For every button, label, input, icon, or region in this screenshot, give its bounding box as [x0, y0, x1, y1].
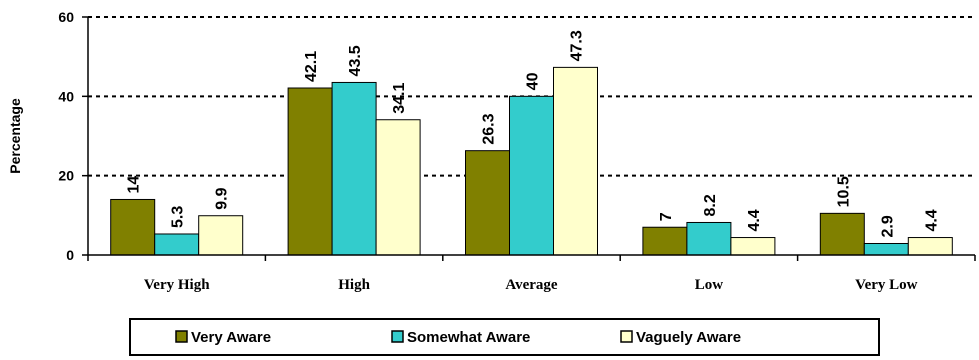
legend-label-very-aware: Very Aware [191, 329, 271, 346]
category-label-very-high: Very High [144, 277, 210, 293]
category-label-very-low: Very Low [855, 277, 918, 293]
bar-somewhat-aware-very-high [154, 233, 200, 256]
bar-somewhat-aware-high [331, 81, 377, 256]
data-label-very-aware-low: 7 [658, 212, 675, 221]
data-label-very-aware-high: 42.1 [303, 51, 320, 82]
bar-very-aware-high [287, 87, 333, 256]
bar-very-aware-average [465, 150, 510, 256]
bar-vaguely-aware-low [730, 237, 776, 256]
data-label-vaguely-aware-low: 4.4 [746, 209, 763, 231]
data-label-somewhat-aware-high: 43.5 [347, 45, 364, 76]
y-axis-ticks: 0 20 40 60 [58, 9, 88, 263]
category-labels: Very High High Average Low Very Low [144, 277, 918, 293]
data-label-very-aware-very-high: 14 [126, 176, 143, 194]
data-label-vaguely-aware-very-high: 9.9 [214, 187, 231, 209]
data-labels: 14 5.3 9.9 42.1 43.5 34.1 26.3 40 47.3 7 8.2 4.4 10.… [126, 30, 941, 237]
y-axis-title: Percentage [7, 98, 23, 174]
y-tick-label: 20 [58, 168, 74, 184]
legend-label-somewhat-aware: Somewhat Aware [407, 329, 530, 346]
data-label-somewhat-aware-average: 40 [525, 72, 542, 90]
category-label-average: Average [505, 277, 558, 293]
data-label-somewhat-aware-very-high: 5.3 [170, 206, 187, 228]
data-label-very-aware-average: 26.3 [481, 113, 498, 144]
data-label-vaguely-aware-high: 34.1 [391, 82, 408, 113]
y-tick-label: 40 [58, 88, 74, 104]
data-label-somewhat-aware-low: 8.2 [702, 194, 719, 216]
bar-vaguely-aware-average [553, 66, 598, 256]
legend-box [129, 318, 880, 356]
legend-swatch-somewhat-aware [391, 330, 404, 343]
data-label-very-aware-very-low: 10.5 [835, 176, 852, 207]
legend: Very Aware Somewhat Aware Vaguely Aware [129, 318, 880, 356]
y-tick-label: 0 [66, 247, 74, 263]
bar-somewhat-aware-low [686, 221, 732, 256]
bar-very-aware-low [642, 226, 688, 256]
data-label-vaguely-aware-very-low: 4.4 [923, 209, 940, 231]
bar-vaguely-aware-very-low [907, 237, 953, 256]
bar-somewhat-aware-very-low [863, 242, 909, 256]
bar-very-aware-very-low [819, 212, 865, 256]
y-tick-label: 60 [58, 9, 74, 25]
bar-vaguely-aware-high [375, 119, 421, 256]
category-label-high: High [338, 277, 370, 293]
legend-label-vaguely-aware: Vaguely Aware [636, 329, 741, 346]
category-label-low: Low [695, 277, 724, 293]
data-label-vaguely-aware-average: 47.3 [569, 30, 586, 61]
bar-vaguely-aware-very-high [198, 215, 244, 256]
axes [87, 17, 976, 261]
legend-swatch-very-aware [175, 330, 188, 343]
bar-very-aware-very-high [110, 198, 156, 256]
legend-swatch-vaguely-aware [620, 330, 633, 343]
data-label-somewhat-aware-very-low: 2.9 [879, 215, 896, 237]
bar-somewhat-aware-average [509, 95, 554, 256]
